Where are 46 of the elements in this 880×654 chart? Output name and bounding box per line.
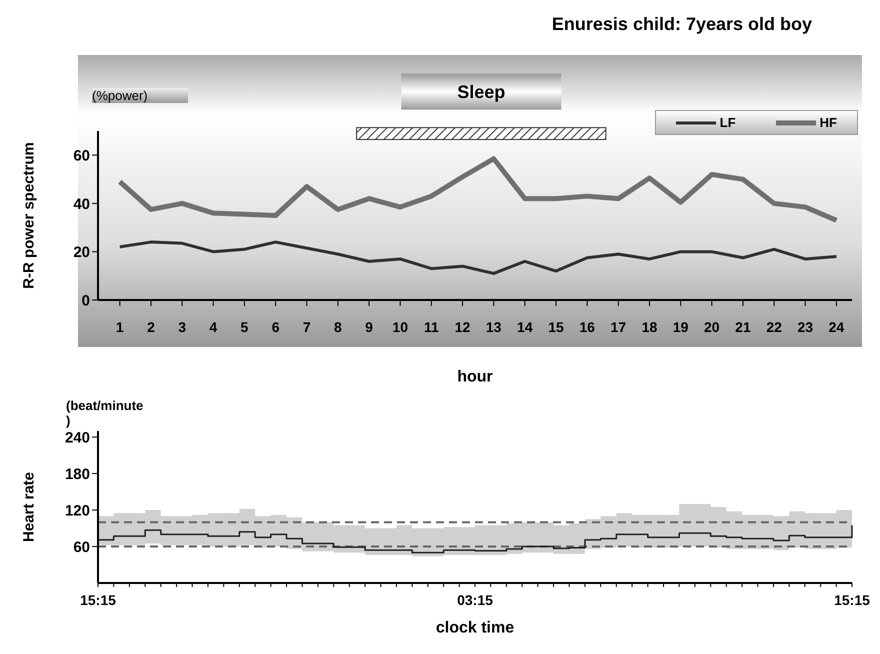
x-tick-label: 17 (610, 318, 626, 335)
text: (%power) (92, 88, 188, 103)
y-tick-label: 60 (73, 538, 90, 556)
x-tick-label: 7 (302, 318, 311, 335)
x-tick-label: 1 (116, 318, 124, 335)
x-tick-label: 2 (147, 318, 156, 335)
y-tick-label: 120 (64, 502, 90, 520)
x-tick-label: 19 (672, 318, 689, 335)
x-tick-label: 13 (486, 318, 502, 335)
x-tick-label: 12 (454, 318, 471, 335)
x-tick-label: 21 (735, 318, 751, 335)
x-tick-label: 15:15 (834, 592, 870, 608)
x-tick-label: 3 (178, 318, 186, 335)
y-axis-title: R-R power spectrum (20, 142, 38, 289)
x-tick-label: 11 (424, 318, 439, 335)
x-tick-label: 15 (548, 318, 564, 335)
legend-label: HF (820, 115, 837, 130)
x-tick-label: 5 (240, 318, 249, 335)
x-tick-label: 24 (828, 318, 844, 335)
x-tick-label: 18 (642, 318, 658, 335)
x-axis-title: hour (457, 368, 493, 386)
y-tick-label: 60 (73, 147, 90, 164)
x-tick-label: 10 (392, 318, 408, 335)
legend-label: LF (720, 115, 736, 130)
x-tick-label: 20 (704, 318, 720, 335)
y-tick-label: 40 (73, 196, 90, 213)
y-tick-label: 240 (64, 429, 90, 446)
x-tick-label: 23 (797, 318, 814, 335)
x-tick-label: 16 (579, 318, 596, 335)
x-tick-label: 03:15 (457, 592, 494, 608)
x-tick-label: 8 (334, 318, 342, 335)
y-tick-label: 20 (73, 244, 90, 262)
x-axis-title: clock time (436, 619, 514, 636)
line-series (118, 240, 838, 275)
x-tick-label: 22 (766, 318, 782, 335)
text: (beat/minute ) (66, 398, 144, 428)
chart-title: Enuresis child: 7years old boy (552, 14, 812, 35)
x-tick-label: 14 (517, 318, 533, 335)
x-tick-label: 15:15 (80, 592, 116, 608)
y-axis-title: Heart rate (20, 472, 38, 542)
x-tick-label: 4 (209, 318, 218, 335)
x-tick-label: 6 (272, 318, 280, 335)
band-label: Sleep (457, 82, 506, 102)
x-tick-label: 9 (365, 318, 374, 335)
y-tick-label: 180 (64, 466, 90, 483)
y-tick-label: 0 (82, 292, 90, 310)
